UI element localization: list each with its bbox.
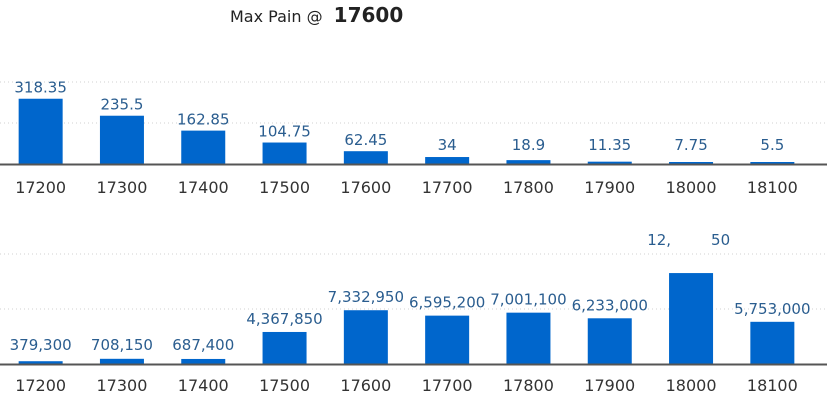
data-label: 11.35	[588, 136, 631, 154]
x-tick-label: 17400	[178, 178, 229, 197]
data-label: 62.45	[344, 131, 387, 149]
x-tick-label: 18100	[747, 178, 798, 197]
chart-title: Max Pain @ 17600	[230, 3, 403, 27]
bar-17500	[262, 331, 307, 364]
data-label: 6,233,000	[572, 296, 648, 314]
bar-17700	[425, 315, 470, 364]
x-tick-label: 17300	[96, 376, 147, 395]
x-tick-label: 18000	[666, 376, 717, 395]
open-interest-bar-chart: 17200 17300 17400 17500 17600 17700 17800 17900…	[0, 231, 827, 395]
data-label: 12,	[647, 231, 671, 249]
x-tick-label: 17200	[15, 178, 66, 197]
data-label: 687,400	[172, 336, 234, 354]
premium-bar-chart: 17200 17300 17400 17500 17600 17700 17800 17900…	[0, 79, 827, 197]
x-tick-label: 17600	[340, 178, 391, 197]
data-label: 379,300	[10, 336, 72, 354]
bar-18100	[750, 321, 795, 364]
data-label: 162.85	[177, 111, 230, 129]
chart-title-value: 17600	[334, 3, 404, 27]
data-label: 7,001,100	[490, 291, 566, 309]
bar-17400	[181, 130, 226, 164]
data-label: 5.5	[760, 136, 784, 154]
bar-18000	[669, 162, 714, 164]
data-label: 50	[711, 231, 730, 249]
x-tick-label: 17800	[503, 178, 554, 197]
data-label: 318.35	[14, 79, 67, 97]
bar-17300	[99, 358, 144, 364]
bar-17500	[262, 142, 307, 164]
data-label: 6,595,200	[409, 294, 485, 312]
data-label: 5,753,000	[734, 300, 810, 318]
x-tick-label: 17400	[178, 376, 229, 395]
bar-18100	[750, 162, 795, 164]
bar-17900	[587, 161, 632, 164]
bar-17900	[587, 318, 632, 364]
data-label: 235.5	[100, 96, 143, 114]
bar-17800	[506, 312, 551, 364]
bar-17200	[18, 361, 63, 364]
bar-18000	[669, 273, 714, 364]
data-label: 7.75	[674, 136, 707, 154]
bar-17300	[99, 115, 144, 164]
data-label: 34	[438, 136, 457, 154]
chart-title-prefix: Max Pain @	[230, 7, 323, 26]
x-tick-label: 17600	[340, 376, 391, 395]
data-label: 104.75	[258, 123, 311, 141]
x-tick-label: 17500	[259, 178, 310, 197]
x-tick-label: 17500	[259, 376, 310, 395]
x-tick-label: 17200	[15, 376, 66, 395]
bar-17600	[343, 310, 388, 364]
x-tick-label: 17700	[422, 376, 473, 395]
data-label: 7,332,950	[328, 288, 404, 306]
x-tick-label: 17700	[422, 178, 473, 197]
x-tick-label: 17900	[584, 178, 635, 197]
bar-17200	[18, 98, 63, 164]
bar-17600	[343, 151, 388, 164]
bar-17400	[181, 358, 226, 364]
x-tick-label: 17900	[584, 376, 635, 395]
x-tick-label: 18100	[747, 376, 798, 395]
x-tick-label: 17300	[96, 178, 147, 197]
data-label: 18.9	[512, 136, 545, 154]
data-label: 4,367,850	[246, 310, 322, 328]
bar-17800	[506, 160, 551, 164]
data-label: 708,150	[91, 336, 153, 354]
x-tick-label: 18000	[666, 178, 717, 197]
x-tick-label: 17800	[503, 376, 554, 395]
bar-17700	[425, 157, 470, 164]
